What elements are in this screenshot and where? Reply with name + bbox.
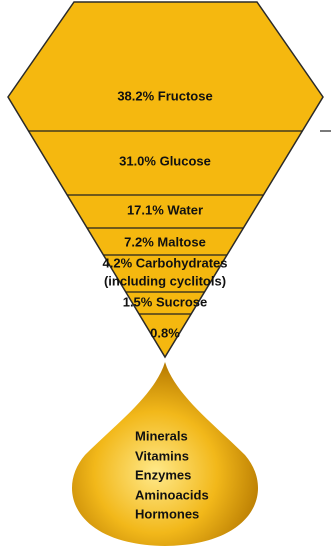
hexagon [7,1,324,359]
band-label: 0.8% [150,325,180,340]
band-label: 31.0% Glucose [119,153,211,168]
band-label: 17.1% Water [127,202,203,217]
band-label: 4.2% Carbohydrates [103,255,228,270]
drop-item: Minerals [135,428,188,443]
band-label: 7.2% Maltose [124,234,206,249]
honey-drop [71,362,259,546]
band-label: 1.5% Sucrose [123,294,208,309]
band-label: (including cyclitols) [104,273,226,288]
drop-item: Enzymes [135,467,191,482]
band-label: 38.2% Fructose [117,88,212,103]
drop-item: Aminoacids [135,487,209,502]
drop-item: Hormones [135,506,199,521]
drop-item: Vitamins [135,448,189,463]
